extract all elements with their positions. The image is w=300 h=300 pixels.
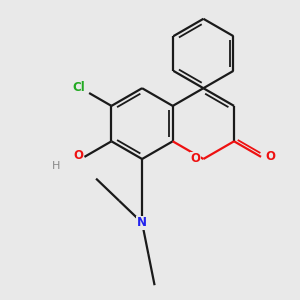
Text: N: N bbox=[137, 216, 147, 229]
Text: H: H bbox=[52, 161, 61, 171]
Text: O: O bbox=[190, 152, 200, 166]
Text: O: O bbox=[73, 149, 83, 162]
Text: Cl: Cl bbox=[73, 81, 85, 94]
Text: O: O bbox=[266, 150, 275, 164]
